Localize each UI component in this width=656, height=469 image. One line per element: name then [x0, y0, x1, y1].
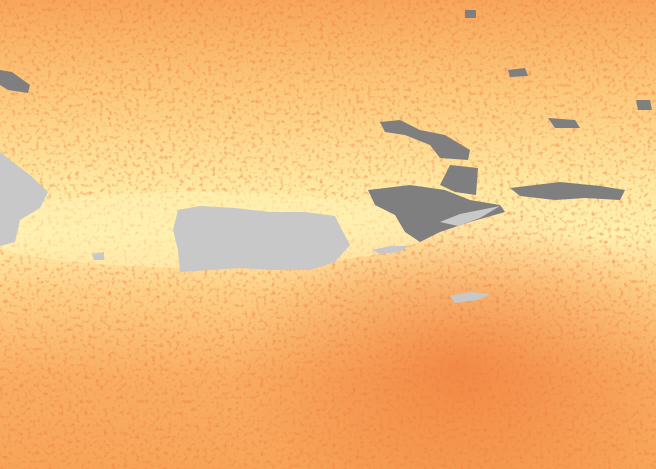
masked-areas — [0, 10, 652, 242]
land — [0, 152, 500, 303]
